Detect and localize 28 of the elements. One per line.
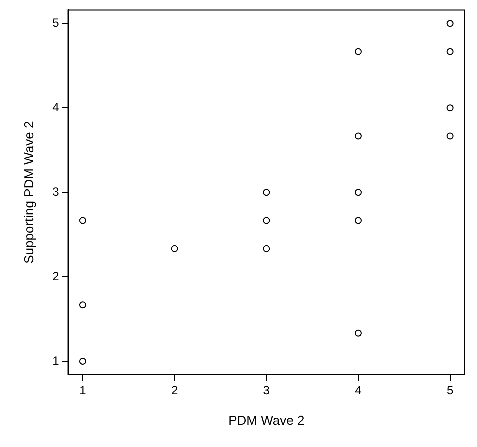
point [446,48,454,56]
point [354,132,362,140]
x-axis-title: PDM Wave 2 [228,412,305,428]
y-tick-label: 3 [52,184,60,199]
point [171,245,178,252]
y-tick-label: 5 [52,16,60,30]
point [446,132,454,140]
point [79,358,86,365]
y-tick-label: 2 [52,269,60,284]
y-tick-label: 4 [52,100,60,114]
x-tick-label: 1 [80,384,87,398]
point [263,217,270,224]
point [446,104,454,112]
point [263,245,270,252]
x-tick-label: 3 [263,384,270,398]
x-tick-label: 5 [446,384,454,398]
x-tick-label: 4 [355,384,362,398]
point [354,189,362,196]
x-tick-label: 2 [171,384,178,398]
point [354,330,362,337]
point [354,217,362,224]
point [79,302,86,309]
point [354,48,362,56]
y-axis-title: Supporting PDM Wave 2 [21,121,36,264]
y-tick-label: 1 [52,354,60,368]
point [446,20,454,28]
point [263,189,270,196]
point [79,217,86,224]
